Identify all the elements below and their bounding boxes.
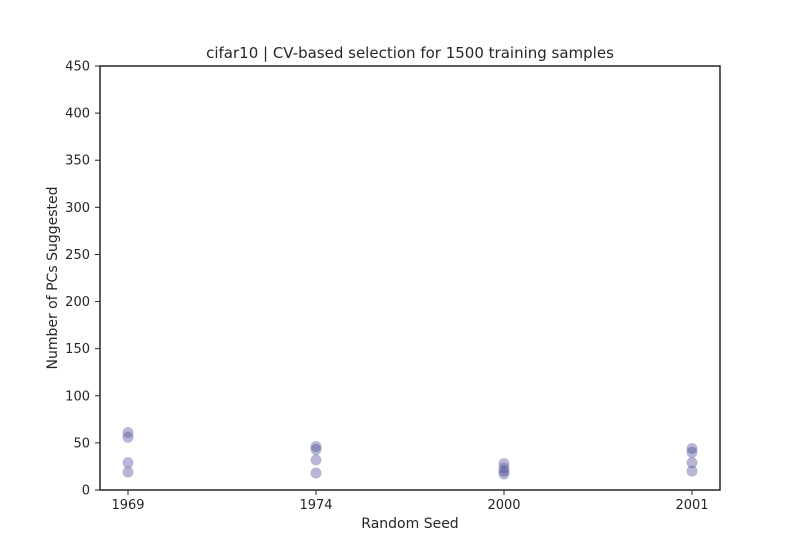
y-tick-label: 350 bbox=[65, 154, 90, 169]
x-tick-label: 2000 bbox=[487, 498, 520, 513]
y-tick-label: 150 bbox=[65, 342, 90, 357]
y-tick-label: 100 bbox=[65, 389, 90, 404]
data-point bbox=[122, 431, 134, 443]
data-point bbox=[498, 468, 510, 480]
plot-frame bbox=[99, 65, 721, 491]
chart-title: cifar10 | CV-based selection for 1500 tr… bbox=[206, 44, 614, 62]
data-point bbox=[686, 446, 698, 458]
y-tick-label: 0 bbox=[82, 484, 90, 499]
data-point bbox=[686, 465, 698, 477]
data-point bbox=[122, 427, 134, 439]
y-tick-label: 50 bbox=[73, 436, 90, 451]
data-point bbox=[122, 457, 134, 469]
data-point bbox=[310, 454, 322, 466]
y-axis-label: Number of PCs Suggested bbox=[45, 186, 61, 369]
y-tick-label: 400 bbox=[65, 107, 90, 122]
data-point bbox=[498, 458, 510, 470]
plot-area bbox=[122, 427, 698, 480]
data-point bbox=[310, 443, 322, 455]
x-axis: 1969 1974 2000 2001 bbox=[111, 490, 709, 513]
y-tick-label: 250 bbox=[65, 248, 90, 263]
y-axis: 0 50 100 150 200 250 300 350 400 450 bbox=[65, 60, 100, 499]
x-axis-label: Random Seed bbox=[361, 516, 458, 532]
x-tick-label: 2001 bbox=[675, 498, 708, 513]
y-tick-label: 200 bbox=[65, 295, 90, 310]
data-point bbox=[686, 457, 698, 469]
x-tick-label: 1969 bbox=[111, 498, 144, 513]
data-point bbox=[686, 443, 698, 455]
data-point bbox=[498, 462, 510, 474]
data-point bbox=[310, 441, 322, 453]
data-point bbox=[310, 467, 322, 479]
y-tick-label: 300 bbox=[65, 201, 90, 216]
data-point bbox=[498, 465, 510, 477]
x-tick-label: 1974 bbox=[299, 498, 332, 513]
y-tick-label: 450 bbox=[65, 60, 90, 75]
data-point bbox=[122, 466, 134, 478]
